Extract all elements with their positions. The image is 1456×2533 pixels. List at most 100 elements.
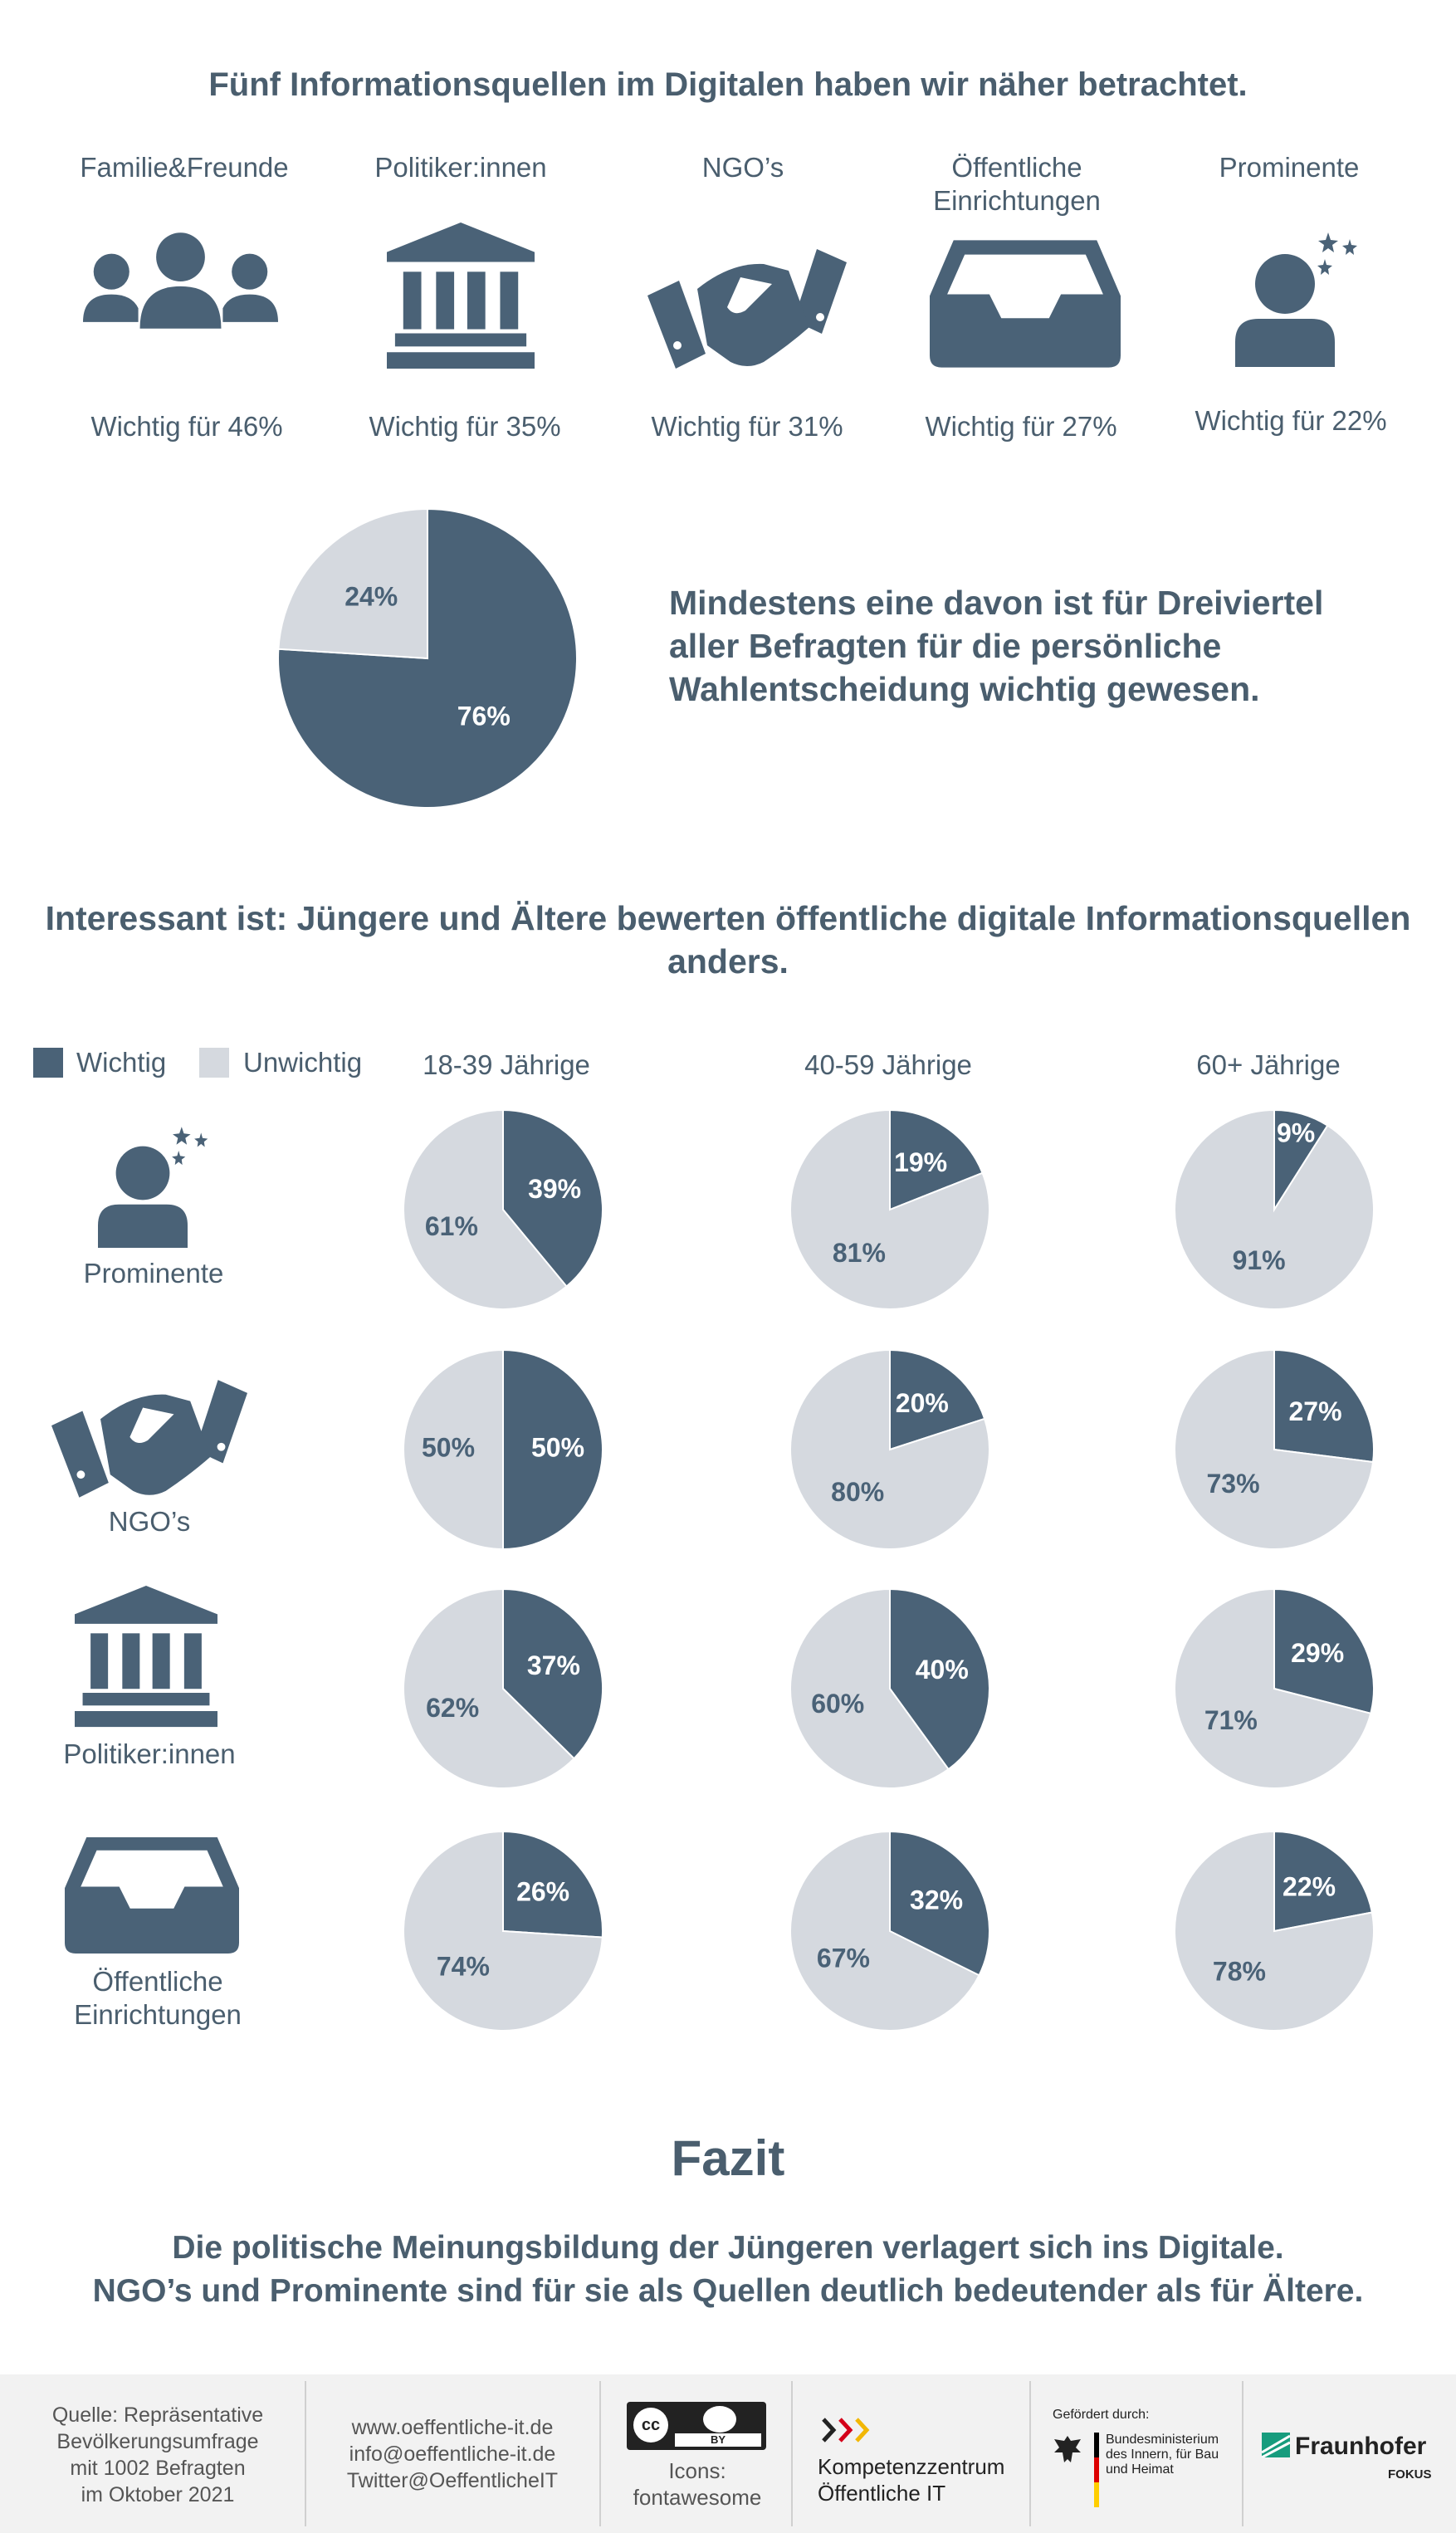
source-value-ngos: Wichtig für 31% [651,411,843,442]
pie-r0-c2-label-important: 9% [1277,1118,1315,1148]
pie-r1-c2-slice-unimportant [1174,1348,1375,1550]
pie-r2-c1-label-unimportant: 60% [811,1689,864,1719]
pie-r2-c1-slice-important [889,1587,990,1771]
pie-r3-c0-slice-important [502,1830,603,1939]
pie-r0-c1-slice-unimportant [789,1108,990,1310]
pie-r1-c2-label-important: 27% [1288,1396,1341,1426]
fokus-label: FOKUS [1388,2467,1432,2482]
fraunhofer-name: Fraunhofer [1295,2433,1427,2460]
pie-r2-c2-slice-unimportant [1174,1587,1372,1789]
column-header-18-39: 18-39 Jährige [423,1049,590,1080]
source-label-celebrities: Prominente [1219,152,1360,183]
row-label-politicians: Politiker:innen [63,1738,236,1769]
federal-eagle-icon [1053,2434,1082,2470]
footer-divider [599,2381,601,2526]
legend-swatch-unimportant [199,1048,229,1078]
pie-r1-c1-slice-unimportant [789,1348,990,1550]
pie-r1-c0-slice-important [502,1348,603,1551]
pie-r1-c0-label-important: 50% [531,1432,584,1462]
pie-r1-c1-slice-important [889,1348,986,1451]
website-link[interactable]: www.oeffentliche-it.de [351,2416,554,2439]
icons-credit: Icons: fontawesome [633,2458,762,2510]
pie-r3-c2-label-important: 22% [1283,1872,1336,1902]
pie-r2-c2-label-unimportant: 71% [1204,1705,1258,1735]
pie-r1-c0-slice-unimportant [403,1348,504,1551]
ministry-name: Bundesministerium des Innern, für Bau un… [1106,2433,1219,2477]
footer-divider [305,2381,306,2526]
source-value-public-institutions: Wichtig für 27% [925,411,1117,442]
pie-r3-c0-slice-unimportant [403,1830,603,2032]
overall-pie-label-unimportant: 24% [344,581,398,611]
pie-r0-c2-label-unimportant: 91% [1233,1245,1286,1275]
legend-label-unimportant: Unwichtig [243,1047,363,1078]
conclusion-line-1: Die politische Meinungsbildung der Jünge… [172,2230,1284,2266]
source-value-politicians: Wichtig für 35% [369,411,561,442]
overall-pie-slice-important [277,507,578,809]
column-header-60-plus: 60+ Jährige [1196,1049,1341,1080]
footer-contact: www.oeffentliche-it.de info@oeffentliche… [315,2414,589,2494]
row-label-celebrities: Prominente [83,1258,224,1289]
email-link[interactable]: info@oeffentliche-it.de [349,2443,556,2466]
pie-r2-c0-slice-important [502,1587,603,1760]
legend-label-important: Wichtig [76,1047,167,1078]
pie-r2-c0-slice-unimportant [403,1587,575,1789]
conclusion-line-2: NGO’s und Prominente sind für sie als Qu… [92,2273,1364,2309]
pie-r3-c0-label-unimportant: 74% [437,1952,490,1982]
pie-r1-c2-slice-important [1273,1348,1375,1464]
kompetenzzentrum-name: Kompetenzzentrum Öffentliche IT [818,2454,1005,2506]
pie-r0-c1-slice-important [889,1108,984,1211]
source-value-celebrities: Wichtig für 22% [1195,405,1387,436]
section-title: Interessant ist: Jüngere und Ältere bewe… [45,899,1411,980]
page-title: Fünf Informationsquellen im Digitalen ha… [208,66,1248,103]
overall-pie-slice-unimportant [277,507,428,660]
funding-note: Gefördert durch: [1053,2408,1150,2422]
footer-divider [1242,2381,1243,2526]
source-label-ngos: NGO’s [701,152,784,183]
source-label-family: Familie&Freunde [80,152,289,183]
pie-r3-c2-slice-important [1273,1830,1374,1933]
source-value-family: Wichtig für 46% [90,411,283,442]
pie-r0-c1-label-unimportant: 81% [833,1238,886,1268]
pie-r0-c0-label-unimportant: 61% [425,1211,478,1241]
column-header-40-59: 40-59 Jährige [804,1049,972,1080]
german-flag-bar [1094,2433,1099,2507]
person-icon [703,2406,736,2433]
cc-by-license-badge: cc BY [627,2402,766,2450]
pie-r1-c1-label-important: 20% [896,1388,949,1418]
overall-pie-label-important: 76% [457,702,511,731]
pie-r0-c0-slice-unimportant [403,1108,568,1310]
pie-r2-c1-slice-unimportant [789,1587,950,1789]
footer-source: Quelle: Repräsentative Bevölkerungsumfra… [51,2403,264,2506]
pie-r3-c0-label-important: 26% [516,1876,569,1906]
pie-r3-c1-slice-unimportant [789,1830,980,2032]
row-label-public-institutions: Öffentliche Einrichtungen [74,1966,242,2030]
conclusion-title: Fazit [671,2130,785,2186]
pie-r0-c0-slice-important [502,1108,603,1288]
twitter-link[interactable]: Twitter@OeffentlicheIT [346,2469,559,2492]
kompetenzzentrum-logo-icon [822,2416,880,2448]
footer-divider [1029,2381,1031,2526]
pie-r2-c2-slice-important [1273,1587,1375,1715]
pie-r3-c1-label-unimportant: 67% [817,1943,870,1973]
source-label-politicians: Politiker:innen [374,152,547,183]
cc-logo-icon: cc [633,2408,668,2443]
source-label-public-institutions: Öffentliche Einrichtungen [933,152,1101,216]
fraunhofer-logo-icon [1261,2433,1291,2462]
footer [0,2374,1456,2533]
footer-divider [791,2381,793,2526]
pie-r0-c1-label-important: 19% [894,1147,947,1177]
age-group-pie-grid: 39% 61% 19% 81% 9% 91% 50% 50% 20% 80% 27% 73% 37% 62… [403,1108,1375,2032]
pie-r3-c2-label-unimportant: 78% [1213,1956,1266,1986]
pie-r2-c0-label-important: 37% [527,1650,580,1680]
pie-r3-c1-slice-important [889,1830,990,1977]
pie-r3-c2-slice-unimportant [1174,1830,1375,2032]
pie-r1-c0-label-unimportant: 50% [422,1432,475,1462]
summary-text: Mindestens eine davon ist für Dreivierte… [669,584,1324,708]
conclusion-text: Die politische Meinungsbildung der Jünge… [50,2227,1406,2313]
pie-r2-c0-label-unimportant: 62% [426,1693,479,1723]
pie-r0-c0-label-important: 39% [528,1174,581,1204]
pie-r2-c1-label-important: 40% [916,1655,969,1685]
pie-r0-c2-slice-unimportant [1174,1108,1375,1310]
pie-r3-c1-label-important: 32% [910,1885,963,1915]
pie-r1-c1-label-unimportant: 80% [831,1477,884,1507]
